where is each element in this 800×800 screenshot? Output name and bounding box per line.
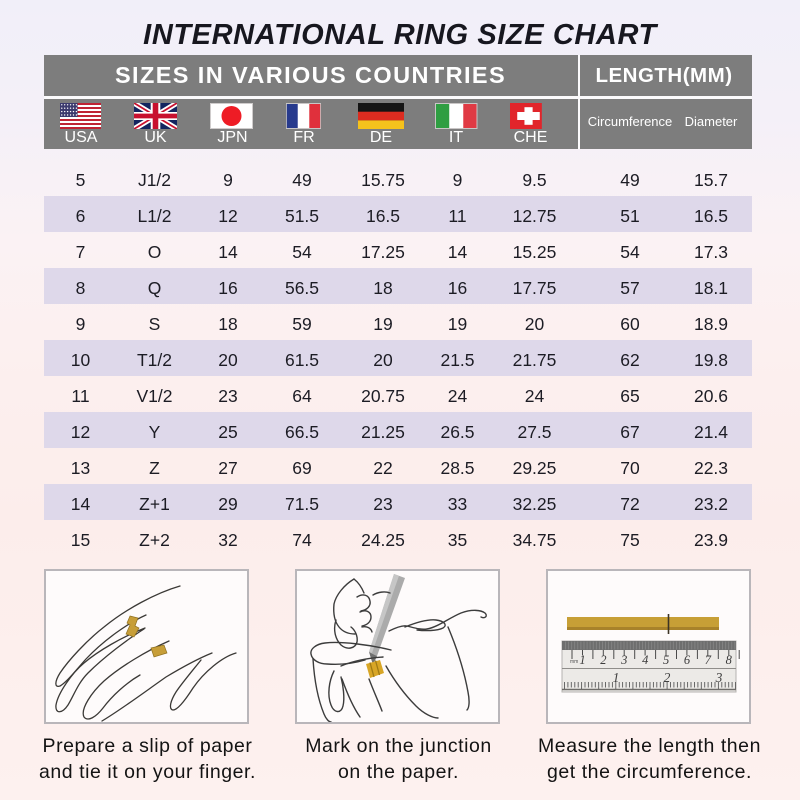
svg-text:1: 1 bbox=[579, 653, 585, 667]
svg-text:2: 2 bbox=[600, 653, 606, 667]
svg-text:2: 2 bbox=[664, 670, 671, 685]
svg-text:mm: mm bbox=[570, 659, 578, 665]
svg-text:3: 3 bbox=[620, 653, 627, 667]
svg-text:5: 5 bbox=[663, 653, 669, 667]
svg-text:7: 7 bbox=[705, 653, 712, 667]
svg-text:1: 1 bbox=[613, 670, 620, 685]
svg-text:4: 4 bbox=[642, 653, 648, 667]
svg-text:8: 8 bbox=[726, 653, 733, 667]
svg-text:6: 6 bbox=[684, 653, 691, 667]
svg-text:3: 3 bbox=[715, 670, 723, 685]
